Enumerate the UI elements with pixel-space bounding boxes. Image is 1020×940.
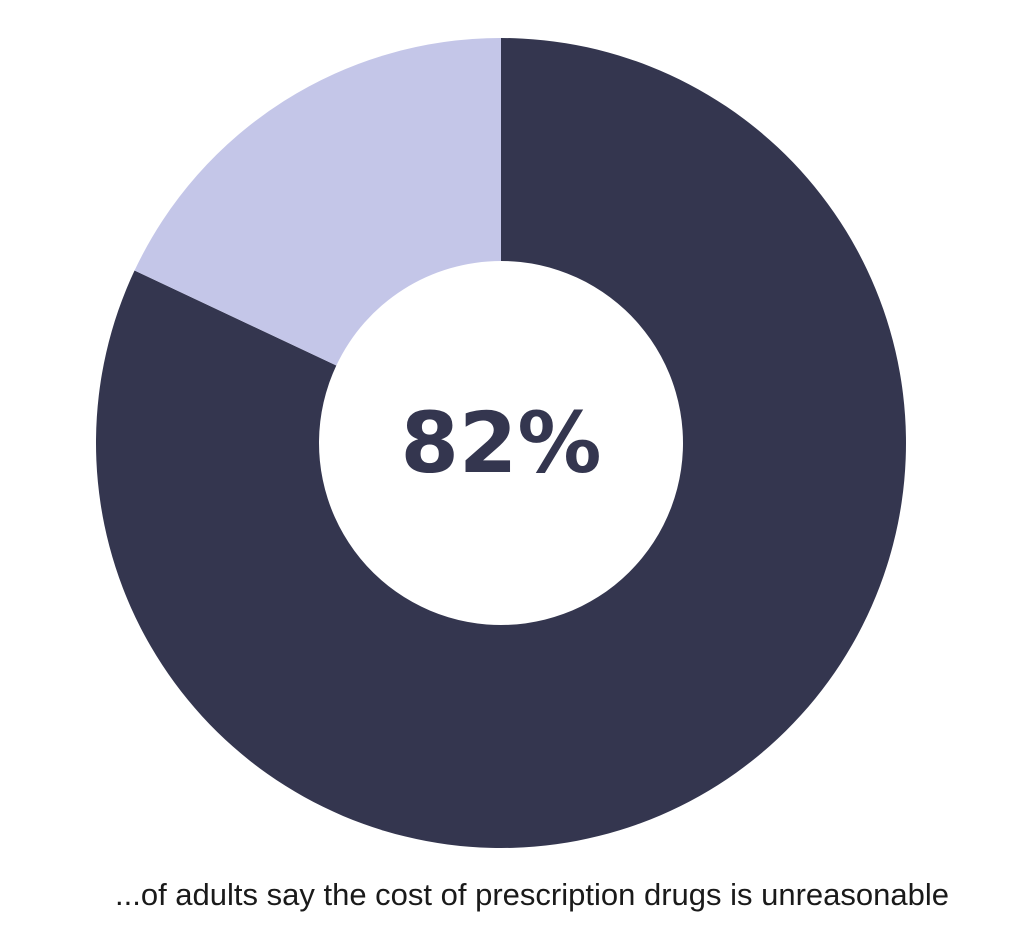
donut-segment bbox=[96, 38, 907, 848]
chart-caption: ...of adults say the cost of prescriptio… bbox=[115, 877, 949, 912]
center-label: 82% bbox=[400, 394, 601, 492]
donut-segment bbox=[134, 38, 501, 366]
